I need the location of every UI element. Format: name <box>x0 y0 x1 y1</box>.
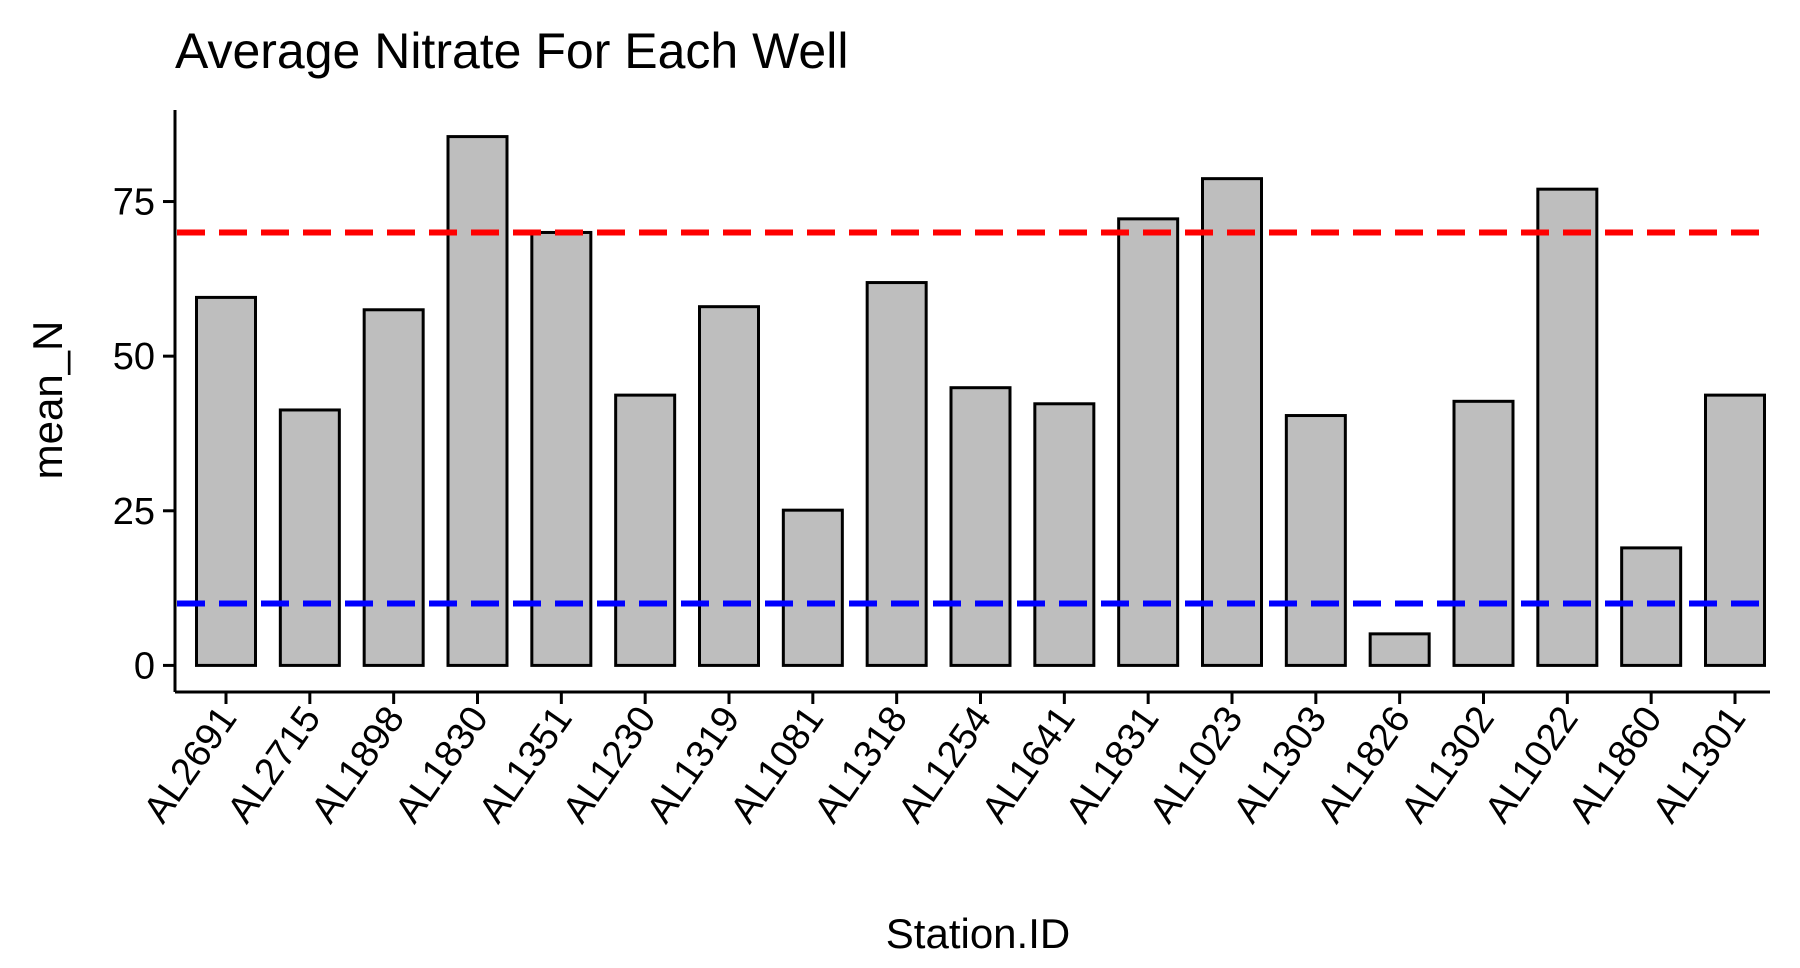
bar-AL1831 <box>1117 217 1180 667</box>
bar-AL1830 <box>446 135 509 667</box>
bar-AL1860 <box>1620 546 1683 667</box>
x-axis: AL2691AL2715AL1898AL1830AL1351AL1230AL13… <box>136 690 1770 830</box>
bar-AL1641 <box>1033 402 1096 667</box>
bar-AL1302 <box>1452 399 1515 667</box>
bar-AL1319 <box>698 305 760 667</box>
bars-group <box>195 135 1766 667</box>
reference-lines-group <box>177 229 1770 607</box>
y-tick-label: 75 <box>113 182 155 224</box>
bar-AL1318 <box>865 281 928 667</box>
bar-AL1303 <box>1284 414 1347 667</box>
bar-AL1826 <box>1368 632 1431 667</box>
bar-AL1898 <box>362 308 425 667</box>
bar-AL1254 <box>949 386 1012 667</box>
bar-AL1301 <box>1704 393 1766 667</box>
y-tick-label: 25 <box>113 491 155 533</box>
y-tick-label: 50 <box>113 336 155 378</box>
bar-AL2691 <box>195 295 257 667</box>
x-axis-title: Station.ID <box>886 910 1070 957</box>
bar-AL1230 <box>614 393 677 667</box>
y-axis: 0 25 50 75 <box>113 110 177 692</box>
y-tick-label: 0 <box>134 645 155 687</box>
bar-AL1351 <box>530 230 593 667</box>
bar-AL1022 <box>1536 187 1599 667</box>
bar-AL1081 <box>781 508 844 667</box>
y-axis-title: mean_N <box>24 321 71 480</box>
bar-AL1023 <box>1201 177 1263 667</box>
chart-title: Average Nitrate For Each Well <box>175 23 848 79</box>
bar-AL2715 <box>278 408 341 667</box>
